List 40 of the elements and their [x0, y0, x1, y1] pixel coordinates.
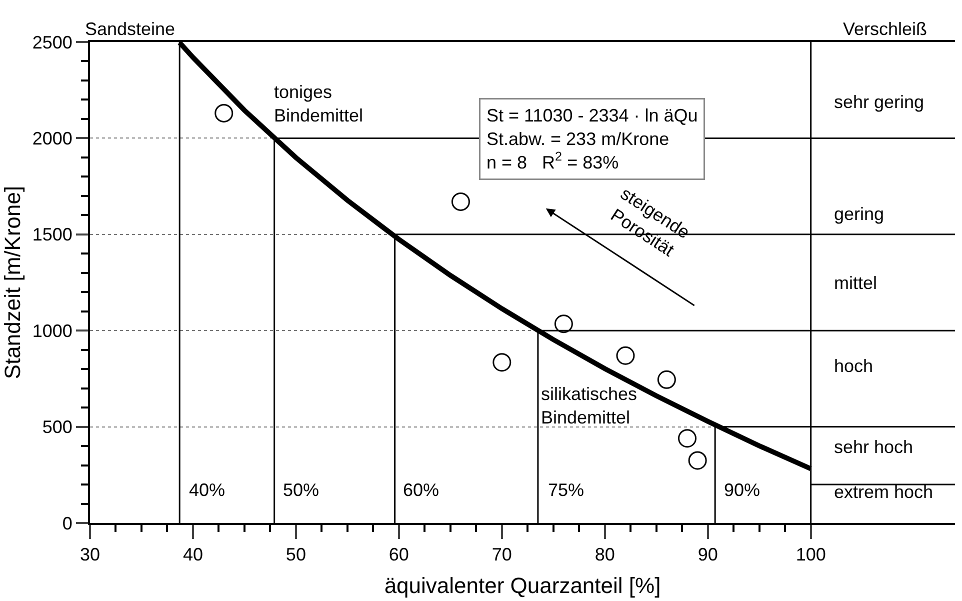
- y-axis-title: Standzeit [m/Krone]: [0, 186, 25, 380]
- annotation: 60%: [403, 480, 440, 500]
- point: [214, 104, 234, 122]
- point: [451, 192, 470, 211]
- x-tick-label: 30: [80, 544, 100, 565]
- annotation: hoch: [834, 356, 874, 376]
- y-tick-label: 500: [42, 417, 72, 438]
- y-tick-label: 1500: [32, 224, 72, 245]
- y-tick-label: 1000: [32, 320, 72, 341]
- point: [492, 353, 512, 372]
- point: [616, 346, 635, 365]
- x-tick-label: 90: [698, 544, 718, 565]
- annotation: gering: [834, 204, 884, 224]
- annotation: extrem hoch: [834, 482, 934, 502]
- text: Verschleiß: [843, 19, 928, 39]
- annotation: mittel: [834, 273, 878, 293]
- point: [688, 451, 707, 470]
- x-tick-label: 60: [388, 544, 409, 565]
- x-tick-label: 70: [492, 544, 512, 565]
- annotation: 90%: [724, 480, 760, 500]
- annotation: toniges Bindemittel: [274, 82, 364, 126]
- x-tick-label: 40: [182, 544, 203, 565]
- annotation: sehr gering: [834, 92, 924, 112]
- x-tick-label: 50: [286, 544, 306, 565]
- x-tick-label: 100: [796, 544, 826, 565]
- x-tick-label: 80: [594, 544, 615, 565]
- annotation: silikatisches Bindemittel: [541, 384, 638, 428]
- x-axis-title: äquivalenter Quarzanteil [%]: [384, 573, 661, 598]
- point: [657, 370, 676, 389]
- text: Sandsteine: [85, 19, 176, 39]
- annotation: 75%: [548, 480, 584, 500]
- y-tick-label: 0: [62, 513, 72, 534]
- annotation: 40%: [189, 480, 226, 500]
- y-tick-label: 2500: [32, 32, 72, 52]
- point: [678, 429, 697, 448]
- annotation: 50%: [283, 480, 320, 500]
- annotation: St = 11030 - 2334 · ln äQu St.abw. = 233 m/Krone n = 8 R$^{2}$ = 83%: [486, 106, 698, 172]
- point: [554, 314, 573, 334]
- y-tick-label: 2000: [32, 128, 72, 148]
- annotation: sehr hoch: [834, 437, 914, 457]
